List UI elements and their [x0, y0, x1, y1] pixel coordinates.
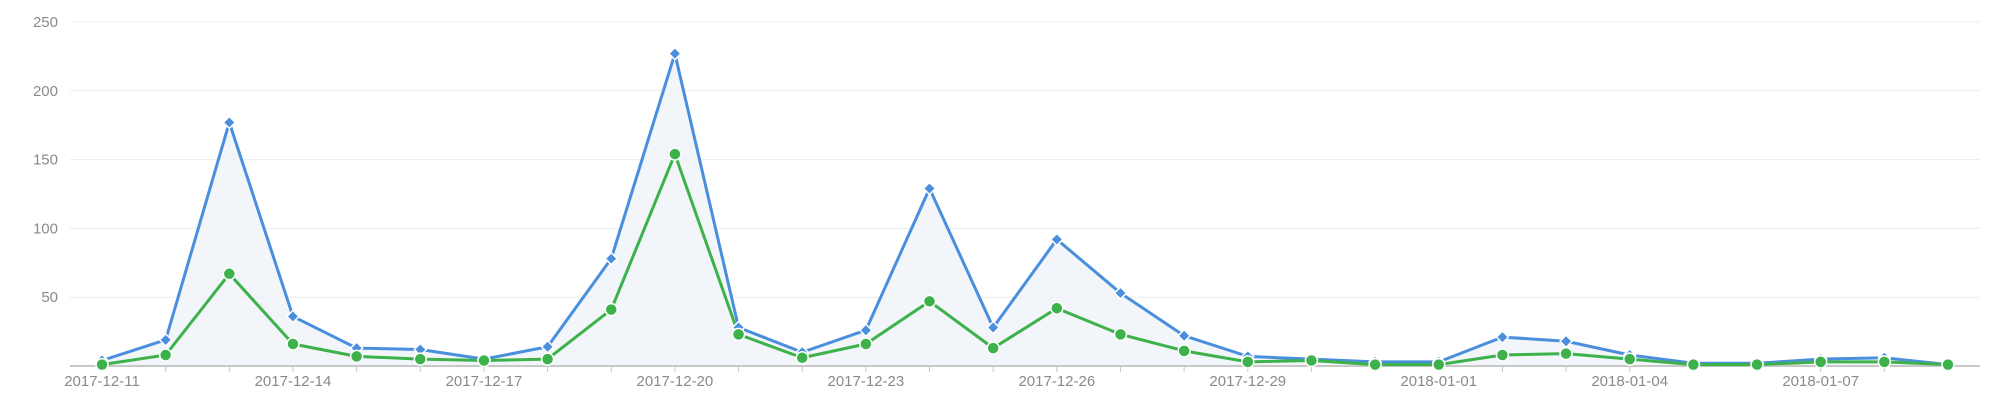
series-1-point [158, 332, 173, 347]
label-layer: 50 100 150 200 250 2017-12-11 2017-12-14 2017-1… [33, 14, 1859, 390]
series-1-point [922, 181, 937, 196]
series-2-point [1241, 355, 1255, 369]
series-2-point [922, 294, 937, 309]
series-1-point [667, 46, 682, 61]
series-2-point [222, 267, 237, 281]
series-2-point [95, 357, 109, 372]
series-2-point [1750, 357, 1764, 372]
x-tick-label: 2018-01-07 [1782, 373, 1859, 390]
series-1-point [1113, 286, 1128, 301]
x-tick-label: 2017-12-26 [1018, 373, 1095, 390]
series-2-point [286, 337, 300, 351]
series-2-point [1432, 357, 1446, 372]
series-2-point [477, 353, 491, 368]
series-1-point [1049, 232, 1064, 247]
series-1-point [986, 320, 1001, 335]
series-2-point [1941, 357, 1955, 372]
series-2-point [1877, 355, 1892, 369]
series-2-point [158, 348, 173, 362]
series-2-point [1622, 352, 1637, 366]
series-1-line [100, 52, 1950, 367]
series-2-point [1559, 346, 1573, 361]
y-tick-label: 50 [41, 289, 58, 306]
series-2-point [1113, 327, 1128, 342]
series-2-point [731, 327, 746, 342]
series-2-line [100, 152, 1950, 367]
x-tick-label: 2018-01-04 [1591, 373, 1668, 390]
x-tick-label: 2017-12-20 [637, 373, 714, 390]
y-tick-label: 200 [33, 83, 58, 100]
series-2-point [668, 147, 682, 161]
series-2-point [1495, 348, 1510, 362]
series-2-point [1368, 357, 1382, 372]
series-1-point [285, 309, 301, 324]
line-layer [100, 52, 1950, 367]
x-tick-label: 2017-12-11 [64, 373, 140, 390]
series-2-point [349, 349, 364, 364]
series-2-point [1050, 301, 1064, 315]
marker-layer [94, 46, 1956, 372]
y-tick-label: 150 [33, 152, 58, 169]
x-tick-label: 2018-01-01 [1400, 373, 1477, 390]
series-1-point [1177, 328, 1192, 343]
series-2-point [859, 337, 873, 351]
y-tick-label: 100 [33, 220, 58, 237]
y-tick-label: 250 [33, 14, 58, 31]
x-tick-label: 2017-12-23 [827, 373, 904, 390]
area-layer [102, 53, 1948, 367]
series-2-point [604, 302, 618, 317]
x-tick-label: 2017-12-17 [446, 373, 523, 390]
series-2-point [1177, 344, 1191, 358]
x-tick-label: 2017-12-29 [1209, 373, 1286, 390]
series-1-point [858, 323, 873, 338]
grid-layer [70, 21, 1980, 298]
series-2-point [1304, 353, 1319, 368]
series-2-point [986, 341, 1000, 355]
series-2-point [540, 352, 555, 366]
x-tick-label: 2017-12-14 [255, 373, 332, 390]
axis-layer [70, 365, 1980, 372]
series-1-point [1495, 330, 1510, 345]
series-2-point [413, 352, 428, 366]
series-2-point [1813, 355, 1828, 369]
series-1-point [604, 251, 619, 266]
series-2-point [1686, 357, 1701, 372]
series-2-point [795, 350, 809, 365]
series-1-point [222, 115, 237, 130]
series-1-area [102, 53, 1948, 367]
